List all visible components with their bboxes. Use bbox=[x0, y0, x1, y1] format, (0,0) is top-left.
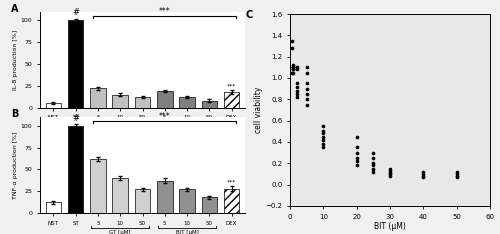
Bar bbox=[180, 189, 195, 213]
Text: GT [µM]: GT [µM] bbox=[110, 125, 131, 130]
Text: B: B bbox=[12, 109, 18, 119]
Point bbox=[386, 169, 394, 173]
Bar bbox=[112, 178, 128, 213]
Point bbox=[352, 164, 360, 167]
Point bbox=[302, 92, 310, 96]
Bar bbox=[134, 189, 150, 213]
Point bbox=[292, 89, 300, 93]
Bar bbox=[134, 97, 150, 108]
Y-axis label: cell viability: cell viability bbox=[254, 87, 262, 133]
Point bbox=[302, 66, 310, 69]
Point bbox=[370, 151, 378, 154]
Text: BIT [µM]: BIT [µM] bbox=[176, 125, 199, 130]
Point bbox=[420, 174, 428, 178]
Point bbox=[370, 164, 378, 167]
Bar bbox=[202, 101, 217, 108]
Point bbox=[320, 138, 328, 142]
Bar bbox=[180, 97, 195, 108]
Bar bbox=[46, 202, 61, 213]
Point bbox=[386, 167, 394, 171]
Text: GT [µM]: GT [µM] bbox=[110, 230, 131, 234]
Point bbox=[420, 175, 428, 179]
Point bbox=[320, 132, 328, 135]
Point bbox=[386, 171, 394, 175]
Point bbox=[290, 63, 298, 67]
Point bbox=[292, 85, 300, 88]
Point bbox=[290, 66, 298, 69]
Point bbox=[290, 71, 298, 75]
Point bbox=[302, 71, 310, 75]
Point bbox=[352, 145, 360, 149]
Point bbox=[302, 87, 310, 91]
Point bbox=[386, 174, 394, 178]
Bar bbox=[46, 103, 61, 108]
X-axis label: BIT (µM): BIT (µM) bbox=[374, 222, 406, 231]
Point bbox=[290, 66, 298, 69]
Bar bbox=[157, 91, 172, 108]
Bar bbox=[68, 20, 84, 108]
Point bbox=[352, 151, 360, 154]
Text: ***: *** bbox=[159, 112, 170, 121]
Point bbox=[452, 170, 460, 174]
Point bbox=[352, 135, 360, 139]
Point bbox=[302, 81, 310, 85]
Point bbox=[420, 172, 428, 176]
Point bbox=[370, 167, 378, 171]
Bar bbox=[90, 88, 106, 108]
Point bbox=[352, 159, 360, 163]
Point bbox=[320, 129, 328, 133]
Y-axis label: TNF-α production [%]: TNF-α production [%] bbox=[13, 131, 18, 199]
Point bbox=[452, 174, 460, 178]
Bar bbox=[157, 181, 172, 213]
Point bbox=[290, 66, 298, 69]
Y-axis label: IL-8 production [%]: IL-8 production [%] bbox=[13, 29, 18, 90]
Point bbox=[370, 161, 378, 165]
Point bbox=[290, 68, 298, 71]
Point bbox=[320, 145, 328, 149]
Point bbox=[302, 103, 310, 106]
Point bbox=[452, 172, 460, 176]
Bar bbox=[224, 92, 240, 108]
Point bbox=[386, 172, 394, 176]
Bar bbox=[90, 159, 106, 213]
Bar bbox=[202, 197, 217, 213]
Point bbox=[352, 156, 360, 160]
Text: #: # bbox=[72, 114, 79, 123]
Bar bbox=[224, 189, 240, 213]
Point bbox=[288, 39, 296, 43]
Point bbox=[320, 124, 328, 128]
Point bbox=[292, 92, 300, 96]
Point bbox=[288, 71, 296, 75]
Text: C: C bbox=[246, 10, 254, 20]
Point bbox=[420, 170, 428, 174]
Text: ***: *** bbox=[227, 180, 236, 185]
Point bbox=[370, 170, 378, 174]
Text: ***: *** bbox=[159, 7, 170, 16]
Point bbox=[320, 142, 328, 146]
Point bbox=[292, 66, 300, 69]
Point bbox=[320, 135, 328, 139]
Point bbox=[370, 156, 378, 160]
Point bbox=[292, 95, 300, 99]
Text: ***: *** bbox=[227, 84, 236, 89]
Point bbox=[292, 81, 300, 85]
Point bbox=[290, 68, 298, 71]
Text: #: # bbox=[72, 8, 79, 17]
Bar bbox=[68, 126, 84, 213]
Text: BIT [µM]: BIT [µM] bbox=[176, 230, 199, 234]
Point bbox=[288, 46, 296, 50]
Text: A: A bbox=[12, 4, 19, 14]
Point bbox=[452, 175, 460, 179]
Bar bbox=[112, 95, 128, 108]
Point bbox=[292, 68, 300, 71]
Point bbox=[302, 97, 310, 101]
